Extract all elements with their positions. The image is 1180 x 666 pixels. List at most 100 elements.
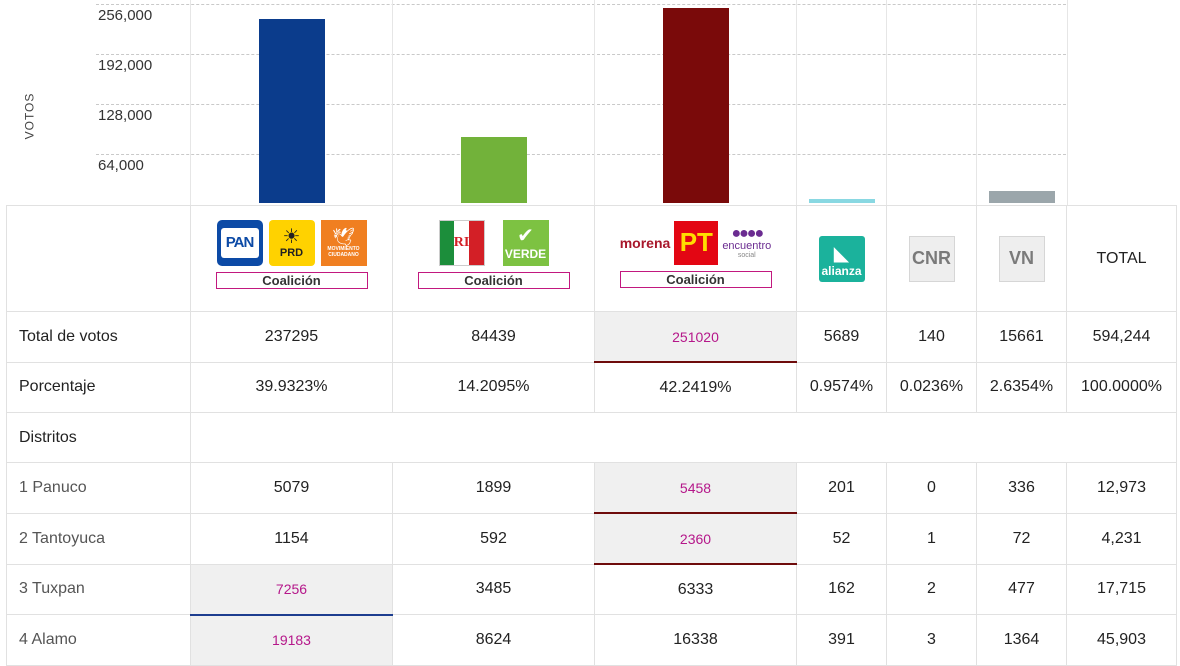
cnr-header: CNR bbox=[886, 205, 977, 312]
verde-logo-icon: ✔ VERDE bbox=[502, 219, 549, 266]
value-cell: 477 bbox=[976, 563, 1067, 615]
chart-column-nueva-alianza bbox=[796, 0, 887, 205]
bar-pan-coalition[interactable] bbox=[259, 19, 325, 203]
value-cell: 15661 bbox=[976, 311, 1067, 363]
nueva-alianza-header: ◣ alianza bbox=[796, 205, 887, 312]
value-cell: 0.9574% bbox=[796, 361, 887, 413]
winner-value-cell: 5458 bbox=[594, 462, 797, 514]
section-label: Distritos bbox=[6, 412, 191, 463]
movimiento-ciudadano-logo-icon: 🕊 MOVIMIENTO CIUDADANO bbox=[320, 219, 367, 266]
total-cell: 100.0000% bbox=[1066, 361, 1177, 413]
value-cell: 8624 bbox=[392, 614, 595, 666]
encuentro-social-logo-icon: ●●●● encuentro social bbox=[722, 224, 772, 259]
value-cell: 391 bbox=[796, 614, 887, 666]
total-votes-row: Total de votos 237295 84439 251020 5689 … bbox=[6, 311, 1177, 363]
nueva-alianza-logo-icon: ◣ alianza bbox=[818, 235, 865, 282]
pan-logo-icon: PAN bbox=[216, 219, 263, 266]
y-tick-label: 64,000 bbox=[98, 157, 144, 174]
empty-span-cell bbox=[190, 412, 1177, 463]
votes-bar-chart: VOTOS 256,000 192,000 128,000 64,000 bbox=[0, 0, 1180, 205]
table-row[interactable]: 2 Tantoyuca 1154 592 2360 52 1 72 4,231 bbox=[6, 512, 1177, 565]
value-cell: 84439 bbox=[392, 311, 595, 363]
value-cell: 162 bbox=[796, 563, 887, 615]
coalition-label: Coalición bbox=[417, 271, 570, 289]
value-cell: 2.6354% bbox=[976, 361, 1067, 413]
y-tick-label: 256,000 bbox=[98, 7, 153, 24]
value-cell: 3485 bbox=[392, 563, 595, 615]
value-cell: 1154 bbox=[190, 512, 393, 565]
chart-column-vn bbox=[976, 0, 1068, 205]
gridline bbox=[96, 154, 1066, 155]
party-logos-row: PAN ☀ PRD 🕊 MOVIMIENTO CIUDADANO Coalición… bbox=[6, 205, 1177, 312]
gridline bbox=[96, 54, 1066, 55]
prd-logo-icon: ☀ PRD bbox=[268, 219, 315, 266]
value-cell: 0.0236% bbox=[886, 361, 977, 413]
vn-logo-icon: VN bbox=[998, 235, 1045, 282]
value-cell: 3 bbox=[886, 614, 977, 666]
value-cell: 201 bbox=[796, 462, 887, 514]
y-tick-label: 128,000 bbox=[98, 107, 153, 124]
pt-logo-icon: PT bbox=[674, 220, 719, 265]
coalition-label: Coalición bbox=[215, 271, 368, 289]
coalition-pri-header: RI ✔ VERDE Coalición bbox=[392, 205, 595, 312]
morena-logo-icon: morena bbox=[619, 234, 671, 251]
bar-pri-coalition[interactable] bbox=[461, 137, 527, 203]
pri-logo-icon: RI bbox=[438, 219, 485, 266]
table-row[interactable]: 1 Panuco 5079 1899 5458 201 0 336 12,973 bbox=[6, 462, 1177, 514]
y-tick-label: 192,000 bbox=[98, 57, 153, 74]
total-cell: 45,903 bbox=[1066, 614, 1177, 666]
bar-vn[interactable] bbox=[989, 191, 1055, 203]
district-name: 3 Tuxpan bbox=[6, 563, 191, 615]
value-cell: 42.2419% bbox=[594, 361, 797, 413]
bar-morena-coalition[interactable] bbox=[663, 8, 729, 203]
value-cell: 5079 bbox=[190, 462, 393, 514]
chart-column-cnr bbox=[886, 0, 977, 205]
value-cell: 2 bbox=[886, 563, 977, 615]
total-cell: 4,231 bbox=[1066, 512, 1177, 565]
winner-value-cell: 19183 bbox=[190, 614, 393, 666]
value-cell: 5689 bbox=[796, 311, 887, 363]
table-row[interactable]: 4 Alamo 19183 8624 16338 391 3 1364 45,9… bbox=[6, 614, 1177, 666]
value-cell: 72 bbox=[976, 512, 1067, 565]
chart-column-pri bbox=[392, 0, 595, 205]
value-cell: 39.9323% bbox=[190, 361, 393, 413]
coalition-pan-header: PAN ☀ PRD 🕊 MOVIMIENTO CIUDADANO Coalición bbox=[190, 205, 393, 312]
value-cell: 592 bbox=[392, 512, 595, 565]
percentage-row: Porcentaje 39.9323% 14.2095% 42.2419% 0.… bbox=[6, 361, 1177, 413]
row-label: Porcentaje bbox=[6, 361, 191, 413]
empty-header-cell bbox=[6, 205, 191, 312]
y-axis-label: VOTOS bbox=[22, 92, 37, 140]
table-row[interactable]: 3 Tuxpan 7256 3485 6333 162 2 477 17,715 bbox=[6, 563, 1177, 616]
value-cell: 336 bbox=[976, 462, 1067, 514]
vn-header: VN bbox=[976, 205, 1067, 312]
value-cell: 0 bbox=[886, 462, 977, 514]
value-cell: 6333 bbox=[594, 563, 797, 615]
results-table: PAN ☀ PRD 🕊 MOVIMIENTO CIUDADANO Coalición… bbox=[6, 205, 1177, 666]
coalition-morena-header: morena PT ●●●● encuentro social Coalició… bbox=[594, 205, 797, 312]
district-name: 1 Panuco bbox=[6, 462, 191, 514]
value-cell: 52 bbox=[796, 512, 887, 565]
coalition-label: Coalición bbox=[619, 270, 772, 288]
total-cell: 12,973 bbox=[1066, 462, 1177, 514]
winner-value-cell: 2360 bbox=[594, 512, 797, 565]
total-header: TOTAL bbox=[1066, 205, 1177, 312]
chart-column-pan bbox=[190, 0, 393, 205]
value-cell: 140 bbox=[886, 311, 977, 363]
cnr-logo-icon: CNR bbox=[908, 235, 955, 282]
district-name: 2 Tantoyuca bbox=[6, 512, 191, 565]
gridline bbox=[96, 4, 1066, 5]
value-cell: 1364 bbox=[976, 614, 1067, 666]
value-cell: 237295 bbox=[190, 311, 393, 363]
bar-nueva-alianza[interactable] bbox=[809, 199, 875, 203]
value-cell: 14.2095% bbox=[392, 361, 595, 413]
chart-column-morena bbox=[594, 0, 797, 205]
districts-header-row: Distritos bbox=[6, 412, 1177, 463]
row-label: Total de votos bbox=[6, 311, 191, 363]
winner-value-cell: 7256 bbox=[190, 563, 393, 616]
total-cell: 594,244 bbox=[1066, 311, 1177, 363]
value-cell: 1899 bbox=[392, 462, 595, 514]
value-cell: 1 bbox=[886, 512, 977, 565]
gridline bbox=[96, 104, 1066, 105]
total-cell: 17,715 bbox=[1066, 563, 1177, 615]
